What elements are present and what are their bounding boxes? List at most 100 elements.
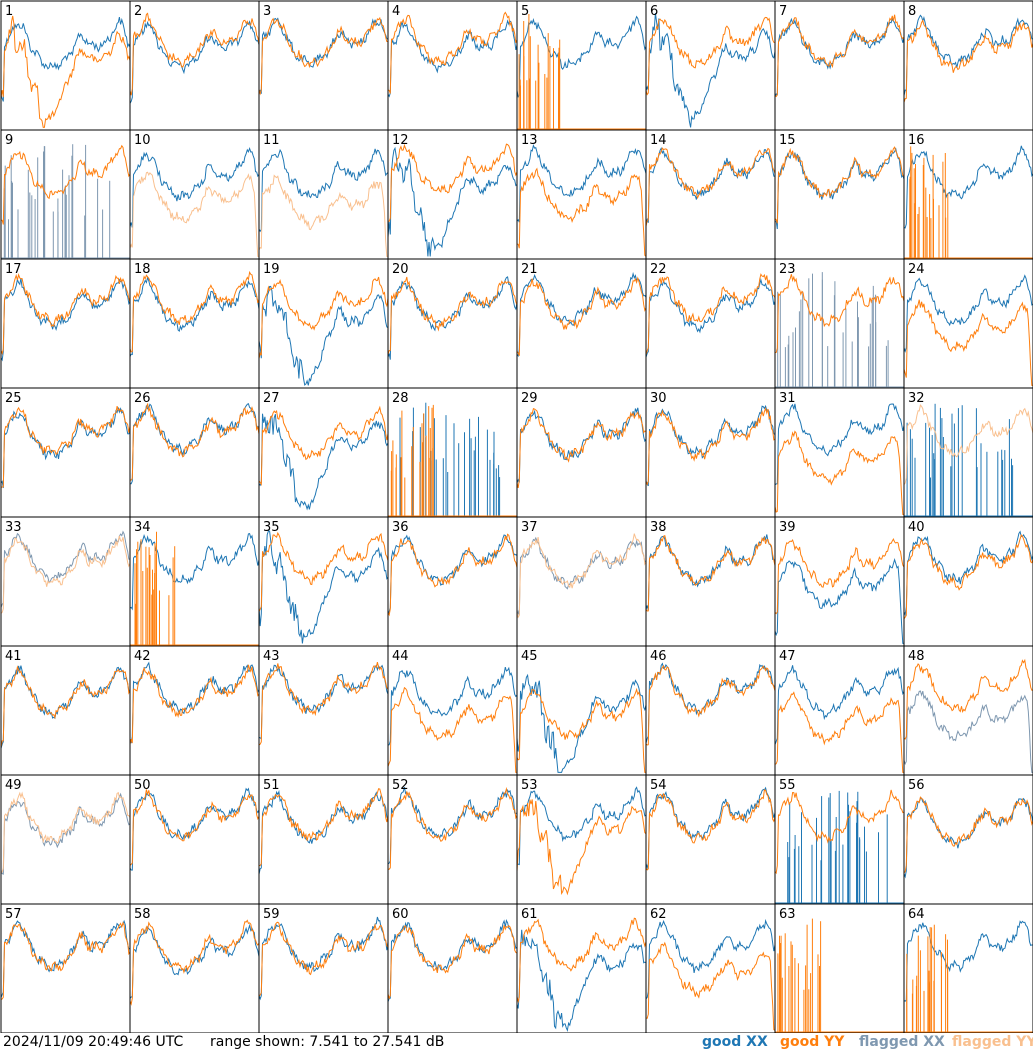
- panel-label-20: 20: [392, 262, 409, 277]
- series-xx-panel-32: [904, 403, 1033, 517]
- panel-label-36: 36: [392, 520, 409, 535]
- series-yy-panel-5: [517, 14, 646, 130]
- panel-label-50: 50: [134, 778, 151, 793]
- panel-38: 38: [645, 516, 776, 647]
- panel-58: 58: [129, 903, 260, 1033]
- panel-label-3: 3: [263, 4, 271, 19]
- series-xx-panel-61: [517, 929, 646, 1032]
- panel-10: 10: [129, 129, 260, 260]
- panel-61: 61: [516, 903, 647, 1033]
- series-yy-panel-39: [775, 537, 904, 615]
- panel-39: 39: [774, 516, 905, 647]
- series-yy-panel-45: [517, 687, 646, 773]
- series-yy-panel-38: [646, 534, 775, 612]
- panel-label-9: 9: [5, 133, 13, 148]
- series-yy-panel-63: [775, 918, 904, 1033]
- panel-50: 50: [129, 774, 260, 905]
- panel-frame-44: [387, 645, 518, 776]
- panel-label-33: 33: [5, 520, 22, 535]
- series-yy-panel-24: [904, 299, 1033, 386]
- panel-4: 4: [387, 0, 518, 131]
- panel-label-48: 48: [908, 649, 925, 664]
- panel-6: 6: [645, 0, 776, 131]
- panel-label-25: 25: [5, 391, 22, 406]
- panel-frame-41: [0, 645, 131, 776]
- panel-2: 2: [129, 0, 260, 131]
- series-yy-panel-25: [1, 405, 130, 488]
- panel-label-1: 1: [5, 4, 13, 19]
- series-yy-panel-6: [646, 16, 775, 96]
- panel-29: 29: [516, 387, 647, 518]
- panel-51: 51: [258, 774, 389, 905]
- series-xx-panel-2: [130, 20, 259, 104]
- series-xx-panel-48: [904, 690, 1033, 773]
- panel-label-44: 44: [392, 649, 409, 664]
- series-yy-panel-64: [904, 924, 1033, 1033]
- series-yy-panel-61: [517, 917, 646, 1004]
- panel-label-27: 27: [263, 391, 280, 406]
- panel-frame-5: [516, 0, 647, 131]
- panel-33: 33: [0, 516, 131, 647]
- panel-frame-32: [903, 387, 1033, 518]
- panel-3: 3: [258, 0, 389, 131]
- series-yy-panel-62: [646, 941, 775, 1031]
- series-xx-panel-37: [517, 536, 646, 619]
- series-xx-panel-28: [388, 402, 517, 517]
- panel-frame-12: [387, 129, 518, 260]
- series-yy-panel-46: [646, 664, 775, 746]
- panel-frame-35: [258, 516, 389, 647]
- series-yy-panel-16: [904, 146, 1033, 259]
- series-yy-panel-42: [130, 664, 259, 745]
- panel-label-4: 4: [392, 4, 400, 19]
- series-yy-panel-17: [1, 273, 130, 356]
- series-xx-panel-27: [259, 413, 388, 511]
- panel-30: 30: [645, 387, 776, 518]
- panel-frame-37: [516, 516, 647, 647]
- panel-label-53: 53: [521, 778, 538, 793]
- series-yy-panel-22: [646, 273, 775, 355]
- series-yy-panel-43: [259, 661, 388, 746]
- timestamp: 2024/11/09 20:49:46 UTC: [3, 1034, 184, 1050]
- panel-label-34: 34: [134, 520, 151, 535]
- series-xx-panel-46: [646, 662, 775, 744]
- panel-label-17: 17: [5, 262, 22, 277]
- panel-label-19: 19: [263, 262, 280, 277]
- legend-good-xx: good XX: [702, 1034, 768, 1050]
- panel-label-35: 35: [263, 520, 280, 535]
- series-xx-panel-43: [259, 664, 388, 740]
- panel-1: 1: [0, 0, 131, 131]
- panel-frame-4: [387, 0, 518, 131]
- panel-label-63: 63: [779, 907, 796, 922]
- panel-label-58: 58: [134, 907, 151, 922]
- panel-9: 9: [0, 129, 131, 260]
- panel-12: 12: [387, 129, 518, 260]
- footer: 2024/11/09 20:49:46 UTC range shown: 7.5…: [0, 1033, 1033, 1053]
- panel-label-6: 6: [650, 4, 658, 19]
- series-yy-panel-54: [646, 789, 775, 871]
- panel-label-14: 14: [650, 133, 667, 148]
- series-xx-panel-42: [130, 661, 259, 744]
- series-yy-panel-55: [775, 789, 904, 875]
- series-yy-panel-33: [1, 535, 130, 614]
- panel-label-60: 60: [392, 907, 409, 922]
- series-yy-panel-44: [388, 686, 517, 773]
- panel-frame-47: [774, 645, 905, 776]
- panel-label-45: 45: [521, 649, 538, 664]
- panel-frame-19: [258, 258, 389, 389]
- panel-frame-24: [903, 258, 1033, 389]
- series-yy-panel-8: [904, 19, 1033, 103]
- panel-54: 54: [645, 774, 776, 905]
- series-yy-panel-2: [130, 12, 259, 96]
- series-xx-panel-29: [517, 407, 646, 484]
- panel-label-41: 41: [5, 649, 22, 664]
- series-yy-panel-40: [904, 534, 1033, 620]
- series-yy-panel-34: [130, 531, 259, 646]
- panel-5: 5: [516, 0, 647, 131]
- panel-frame-15: [774, 129, 905, 260]
- series-yy-panel-48: [904, 658, 1033, 740]
- panel-label-57: 57: [5, 907, 22, 922]
- series-xx-panel-10: [130, 146, 259, 228]
- series-xx-panel-6: [646, 12, 775, 128]
- panel-label-52: 52: [392, 778, 409, 793]
- series-yy-panel-11: [259, 174, 388, 257]
